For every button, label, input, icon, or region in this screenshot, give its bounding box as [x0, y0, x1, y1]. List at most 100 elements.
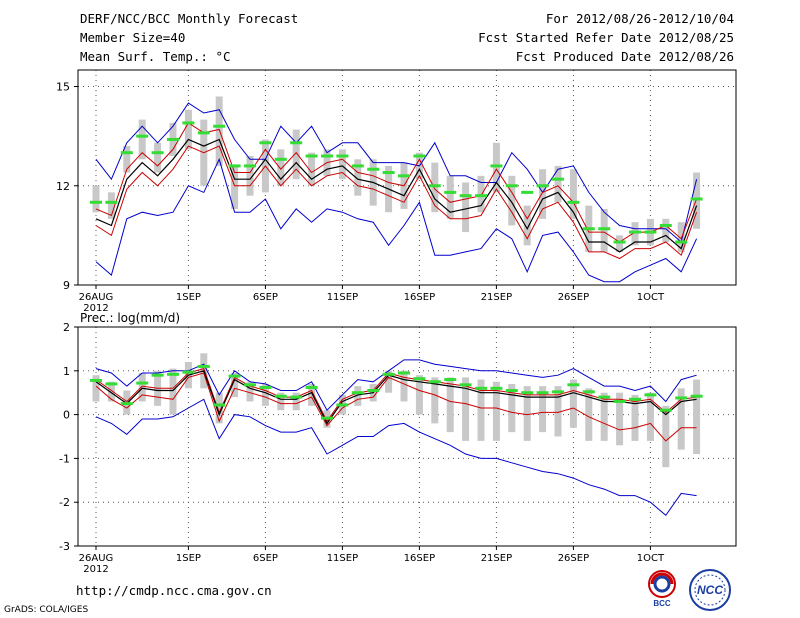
x-tick-label: 6SEP	[253, 553, 278, 564]
x-tick-label: 1OCT	[637, 292, 665, 303]
plot-frame	[77, 69, 737, 286]
x-year-label: 2012	[83, 564, 108, 575]
bcc-logo-label: BCC	[653, 599, 671, 608]
spread-bar	[400, 370, 408, 402]
x-tick-label: 26SEP	[558, 553, 589, 564]
spread-bar	[92, 185, 100, 213]
x-year-label: 2012	[83, 303, 108, 314]
spread-bar	[662, 405, 670, 468]
y-tick-label: -3	[59, 540, 70, 553]
spread-bar	[138, 119, 146, 160]
spread-bar	[246, 156, 254, 196]
spread-bar	[292, 129, 300, 180]
x-tick-label: 1SEP	[176, 292, 201, 303]
x-tick-label: 26AUG	[79, 292, 114, 303]
spread-bar	[169, 368, 177, 415]
member-size: Member Size=40	[80, 30, 186, 45]
spread-bar	[569, 379, 577, 428]
x-tick-label: 21SEP	[481, 553, 512, 564]
x-tick-label: 1OCT	[637, 553, 665, 564]
spread-bar	[446, 175, 454, 219]
spread-bar	[246, 381, 254, 402]
spread-bar	[184, 109, 192, 150]
spread-bar	[508, 383, 516, 433]
y-tick-label: 2	[63, 321, 70, 334]
spread-bar	[631, 222, 639, 246]
spread-bar	[431, 377, 439, 424]
spread-bar	[292, 392, 300, 411]
plot-frame	[77, 326, 737, 547]
x-tick-label: 11SEP	[327, 292, 358, 303]
ncc-logo-icon: NCC	[689, 569, 731, 611]
median-line	[95, 370, 697, 425]
spread-bar	[261, 383, 269, 406]
upper-quartile-line	[95, 122, 698, 243]
spread-bar	[523, 386, 531, 441]
spread-bar	[354, 159, 362, 196]
y-tick-label: 1	[63, 365, 70, 378]
spread-bar	[539, 386, 547, 433]
x-tick-label: 21SEP	[481, 292, 512, 303]
spread-bar	[616, 392, 624, 446]
x-tick-label: 26SEP	[558, 292, 589, 303]
spread-bar	[492, 381, 500, 441]
lower-quartile-line	[95, 145, 698, 260]
max-line	[95, 102, 698, 243]
prec-panel: -3 -2 -1 0 1 2 26AUG 1SEP 6SEP 11SEP 16SEP 21SEP 26S…	[59, 311, 737, 575]
y-tick-label: 15	[56, 81, 70, 94]
spread-bar	[600, 392, 608, 441]
y-tick-label: -1	[59, 452, 70, 465]
spread-bar	[585, 388, 593, 441]
spread-bar	[508, 175, 516, 226]
spread-bar	[600, 208, 608, 252]
spread-bar	[677, 222, 685, 252]
spread-bar	[123, 146, 131, 173]
spread-bar	[462, 182, 470, 233]
spread-bar	[569, 169, 577, 219]
source-url[interactable]: http://cmdp.ncc.cma.gov.cn	[76, 583, 272, 598]
spread-bar	[693, 172, 701, 229]
spread-bar	[554, 165, 562, 203]
forecast-start-date: Fcst Started Refer Date 2012/08/25	[478, 30, 734, 45]
spread-bar	[107, 192, 115, 219]
x-tick-label: 26AUG	[79, 553, 114, 564]
min-line	[95, 398, 697, 517]
variable-label: Mean Surf. Temp.: °C	[80, 49, 231, 64]
spread-bar	[277, 392, 285, 411]
forecast-produced-date: Fcst Produced Date 2012/08/26	[515, 49, 734, 64]
spread-bar	[338, 149, 346, 180]
spread-bar	[539, 169, 547, 219]
temp-panel: 9 12 15 26AUG 1SEP 6SEP 11SEP 16SEP 21SEP 26SEP 1O…	[56, 69, 737, 314]
spread-bar	[477, 379, 485, 441]
spread-bar	[631, 394, 639, 441]
spread-bar	[477, 175, 485, 213]
lower-quartile-line	[95, 372, 697, 442]
x-tick-label: 1SEP	[176, 553, 201, 564]
spread-bar	[385, 370, 393, 393]
spread-bar	[215, 392, 223, 424]
spread-bar	[616, 235, 624, 252]
x-tick-label: 16SEP	[404, 553, 435, 564]
spread-bar	[693, 379, 701, 455]
spread-bar	[492, 142, 500, 193]
spread-bar	[354, 386, 362, 406]
spread-bar	[415, 375, 423, 415]
spread-bar	[462, 377, 470, 441]
max-line	[95, 359, 697, 412]
forecast-period: For 2012/08/26-2012/10/04	[545, 11, 734, 26]
ncc-logo-label: NCC	[697, 583, 723, 597]
min-line	[95, 157, 698, 283]
spread-bar	[677, 388, 685, 450]
grads-credit: GrADS: COLA/IGES	[4, 605, 89, 615]
precip-panel-title: Prec.: log(mm/d)	[80, 311, 180, 325]
x-tick-label: 16SEP	[404, 292, 435, 303]
spread-bar	[107, 381, 115, 402]
spread-bar	[215, 96, 223, 166]
figure-title: DERF/NCC/BCC Monthly Forecast	[80, 11, 299, 26]
spread-bar	[446, 377, 454, 433]
spread-bar	[231, 372, 239, 398]
upper-quartile-line	[95, 367, 697, 423]
spread-bar	[308, 383, 316, 406]
